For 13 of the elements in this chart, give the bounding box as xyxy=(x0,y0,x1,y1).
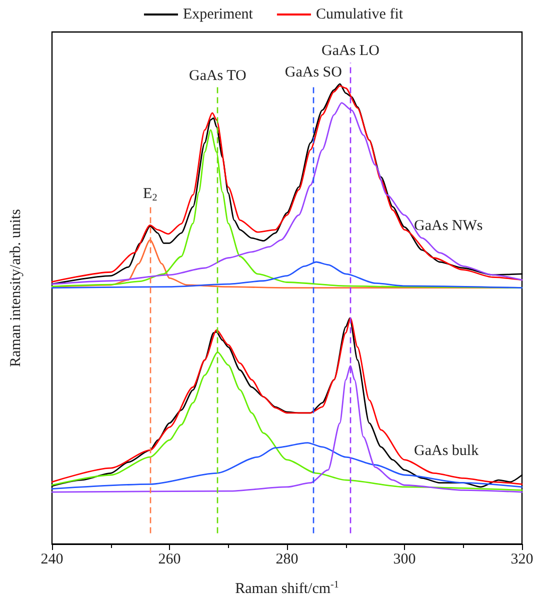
x-tick-label: 260 xyxy=(158,552,181,568)
x-tick-label: 300 xyxy=(393,552,416,568)
x-tick-label: 240 xyxy=(40,552,64,568)
legend-label: Cumulative fit xyxy=(316,6,404,22)
ref-line-label: GaAs LO xyxy=(321,43,380,60)
legend-label: Experiment xyxy=(182,6,254,22)
annotation: GaAs bulk xyxy=(414,443,480,459)
x-tick-label: 320 xyxy=(510,552,534,568)
x-tick-label: 280 xyxy=(276,552,298,568)
y-axis-title: Raman intensity/arb. units xyxy=(8,208,24,367)
annotation: GaAs NWs xyxy=(414,218,483,234)
ref-line-label: GaAs TO xyxy=(188,68,247,84)
ref-line-label: GaAs SO xyxy=(284,64,342,81)
